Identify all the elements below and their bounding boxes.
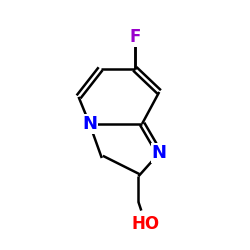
Text: F: F: [129, 28, 140, 46]
Text: N: N: [82, 115, 97, 133]
Text: N: N: [152, 144, 167, 162]
Text: HO: HO: [132, 215, 160, 233]
